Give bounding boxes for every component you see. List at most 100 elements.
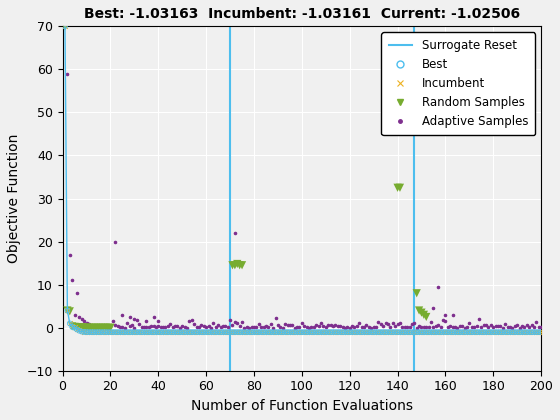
Point — [211, 329, 220, 336]
Point — [491, 329, 500, 336]
Point — [156, 324, 165, 331]
Point — [312, 329, 321, 336]
Point — [87, 329, 96, 336]
Point — [321, 329, 330, 336]
Point — [187, 329, 196, 336]
Point — [185, 329, 194, 336]
Point — [183, 324, 192, 331]
Point — [204, 329, 213, 336]
Point — [237, 329, 246, 336]
Point — [60, 23, 69, 30]
Point — [123, 320, 132, 327]
Point — [309, 329, 318, 336]
Point — [273, 329, 282, 336]
Point — [118, 329, 127, 336]
Point — [460, 324, 469, 331]
Point — [276, 329, 285, 336]
Point — [316, 329, 325, 336]
Point — [72, 324, 81, 331]
Point — [408, 329, 417, 336]
Point — [151, 329, 160, 336]
Point — [345, 324, 354, 331]
Point — [450, 329, 459, 336]
Point — [367, 329, 376, 336]
Legend: Surrogate Reset, Best, Incumbent, Random Samples, Adaptive Samples: Surrogate Reset, Best, Incumbent, Random… — [381, 32, 535, 135]
Point — [360, 329, 368, 336]
Point — [96, 329, 105, 336]
Point — [441, 329, 450, 336]
Point — [412, 329, 421, 336]
Point — [109, 329, 118, 336]
Point — [66, 251, 74, 258]
Point — [166, 329, 175, 336]
Point — [300, 322, 309, 329]
Point — [128, 329, 137, 336]
Point — [111, 322, 120, 328]
Point — [271, 329, 280, 336]
Point — [295, 324, 304, 331]
Point — [85, 324, 94, 331]
Point — [295, 329, 304, 336]
Point — [331, 321, 340, 328]
Point — [154, 322, 163, 329]
Point — [501, 329, 510, 336]
Point — [329, 323, 338, 329]
Point — [400, 329, 409, 336]
Point — [422, 329, 431, 336]
Point — [72, 326, 81, 333]
Point — [283, 329, 292, 336]
Point — [139, 329, 148, 336]
Point — [77, 324, 86, 331]
Point — [506, 329, 515, 336]
Point — [474, 315, 483, 322]
Point — [125, 323, 134, 329]
Point — [109, 329, 118, 336]
Point — [262, 329, 270, 336]
Point — [180, 329, 189, 336]
Point — [137, 329, 146, 336]
Point — [331, 329, 340, 336]
Point — [458, 329, 466, 336]
Point — [245, 324, 254, 331]
Point — [68, 323, 77, 330]
Point — [256, 329, 265, 336]
Point — [484, 329, 493, 336]
Point — [470, 329, 479, 336]
Point — [125, 314, 134, 320]
Point — [168, 329, 177, 336]
Point — [223, 324, 232, 331]
Point — [309, 329, 318, 336]
Point — [180, 324, 189, 331]
Point — [164, 329, 172, 336]
Point — [398, 329, 407, 336]
Point — [527, 322, 536, 328]
Point — [525, 329, 534, 336]
Point — [207, 329, 216, 336]
Point — [501, 320, 510, 327]
Point — [92, 324, 101, 331]
Point — [417, 329, 426, 336]
Point — [321, 329, 330, 336]
Point — [266, 321, 275, 328]
Point — [278, 329, 287, 336]
Point — [82, 329, 91, 336]
Point — [316, 320, 325, 326]
Point — [237, 262, 246, 269]
Point — [72, 326, 81, 332]
Point — [85, 329, 94, 336]
Point — [180, 329, 189, 336]
Point — [286, 322, 295, 328]
Point — [66, 320, 74, 327]
Point — [245, 329, 254, 336]
Point — [384, 321, 393, 328]
Point — [369, 329, 378, 336]
Point — [288, 321, 297, 328]
Point — [166, 329, 175, 336]
Point — [319, 329, 328, 336]
Point — [384, 329, 393, 336]
Point — [321, 324, 330, 331]
Point — [175, 324, 184, 331]
Point — [465, 329, 474, 336]
Point — [431, 323, 440, 330]
Point — [128, 322, 137, 328]
